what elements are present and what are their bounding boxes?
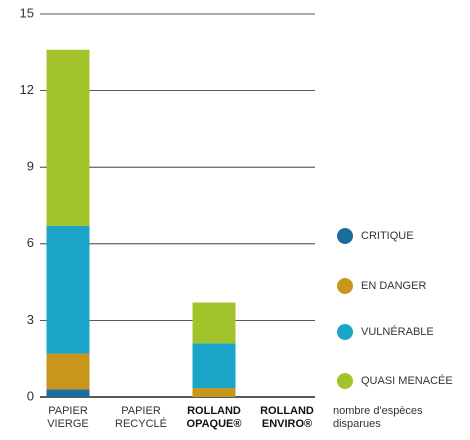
bar-segment [192,388,236,397]
y-tick-label: 12 [20,82,34,97]
bar-segment [46,49,90,226]
legend-label: CRITIQUE [361,230,414,242]
legend-label: VULNÉRABLE [361,325,434,338]
bar-segment [46,353,90,390]
bar-segment [46,389,90,397]
legend-swatch [337,373,353,389]
y-tick-label: 3 [27,312,34,327]
x-tick-label: PAPIER RECYCLÉ [115,405,167,430]
bar-segment [192,302,236,344]
bar-segment [192,343,236,389]
y-tick-label: 9 [27,159,34,174]
y-tick-label: 6 [27,235,34,250]
x-tick-label: ROLLAND ENVIRO® [260,405,314,430]
legend-swatch [337,278,353,294]
legend-label: EN DANGER [361,280,426,292]
axis-label: nombre d'espèces disparues [333,405,423,430]
x-tick-label: PAPIER VIERGE [47,405,89,430]
legend-swatch [337,228,353,244]
x-tick-label: ROLLAND OPAQUE® [186,405,242,430]
legend-swatch [337,324,353,340]
y-tick-label: 0 [27,388,34,403]
bar-segment [46,225,90,354]
legend-label: QUASI MENACÉE [361,374,453,387]
y-tick-label: 15 [20,5,34,20]
